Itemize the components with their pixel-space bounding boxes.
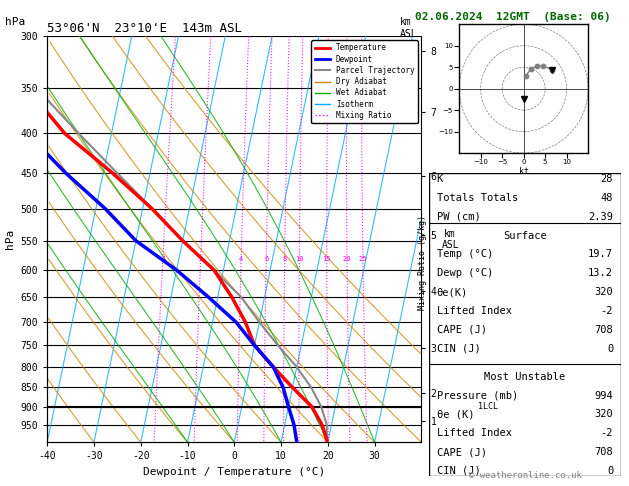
Text: 13.2: 13.2 <box>588 268 613 278</box>
Point <box>521 72 531 80</box>
Text: 19.7: 19.7 <box>588 249 613 260</box>
Text: Temp (°C): Temp (°C) <box>437 249 493 260</box>
Text: 48: 48 <box>601 193 613 203</box>
Text: Pressure (mb): Pressure (mb) <box>437 391 518 400</box>
Text: 53°06'N  23°10'E  143m ASL: 53°06'N 23°10'E 143m ASL <box>47 22 242 35</box>
Text: 0: 0 <box>607 466 613 476</box>
Text: 25: 25 <box>359 256 367 261</box>
Y-axis label: hPa: hPa <box>5 229 15 249</box>
Text: 708: 708 <box>594 325 613 335</box>
Text: CIN (J): CIN (J) <box>437 344 481 353</box>
Y-axis label: km
ASL: km ASL <box>442 228 459 250</box>
X-axis label: kt: kt <box>519 167 528 176</box>
Text: 994: 994 <box>594 391 613 400</box>
Text: Dewp (°C): Dewp (°C) <box>437 268 493 278</box>
Text: θe(K): θe(K) <box>437 287 468 297</box>
Text: © weatheronline.co.uk: © weatheronline.co.uk <box>469 471 582 480</box>
Text: 20: 20 <box>343 256 351 261</box>
Text: 320: 320 <box>594 410 613 419</box>
Text: 320: 320 <box>594 287 613 297</box>
Text: Totals Totals: Totals Totals <box>437 193 518 203</box>
Text: 15: 15 <box>323 256 331 261</box>
Text: 1LCL: 1LCL <box>477 402 498 411</box>
Text: θe (K): θe (K) <box>437 410 474 419</box>
X-axis label: Dewpoint / Temperature (°C): Dewpoint / Temperature (°C) <box>143 467 325 477</box>
Text: Lifted Index: Lifted Index <box>437 306 511 316</box>
Text: 8: 8 <box>282 256 287 261</box>
Text: 10: 10 <box>295 256 304 261</box>
Text: 28: 28 <box>601 174 613 184</box>
Text: 6: 6 <box>264 256 269 261</box>
Text: CAPE (J): CAPE (J) <box>437 325 487 335</box>
Text: km
ASL: km ASL <box>399 17 417 38</box>
Text: Mixing Ratio (g/kg): Mixing Ratio (g/kg) <box>418 215 427 310</box>
Text: Lifted Index: Lifted Index <box>437 428 511 438</box>
Text: 02.06.2024  12GMT  (Base: 06): 02.06.2024 12GMT (Base: 06) <box>415 12 611 22</box>
Text: 2.39: 2.39 <box>588 212 613 222</box>
Text: hPa: hPa <box>5 17 25 27</box>
Text: 1: 1 <box>161 256 165 261</box>
Text: 708: 708 <box>594 447 613 457</box>
Text: -2: -2 <box>601 428 613 438</box>
Text: Most Unstable: Most Unstable <box>484 372 565 382</box>
Point <box>526 65 536 72</box>
Text: -2: -2 <box>601 306 613 316</box>
Text: PW (cm): PW (cm) <box>437 212 481 222</box>
Point <box>547 66 557 74</box>
Text: 2: 2 <box>199 256 203 261</box>
Text: 4: 4 <box>239 256 243 261</box>
Point <box>538 62 548 69</box>
Text: CAPE (J): CAPE (J) <box>437 447 487 457</box>
Text: K: K <box>437 174 443 184</box>
Legend: Temperature, Dewpoint, Parcel Trajectory, Dry Adiabat, Wet Adiabat, Isotherm, Mi: Temperature, Dewpoint, Parcel Trajectory… <box>311 40 418 123</box>
Text: Surface: Surface <box>503 230 547 241</box>
Text: CIN (J): CIN (J) <box>437 466 481 476</box>
Text: 0: 0 <box>607 344 613 353</box>
Point <box>532 63 542 70</box>
